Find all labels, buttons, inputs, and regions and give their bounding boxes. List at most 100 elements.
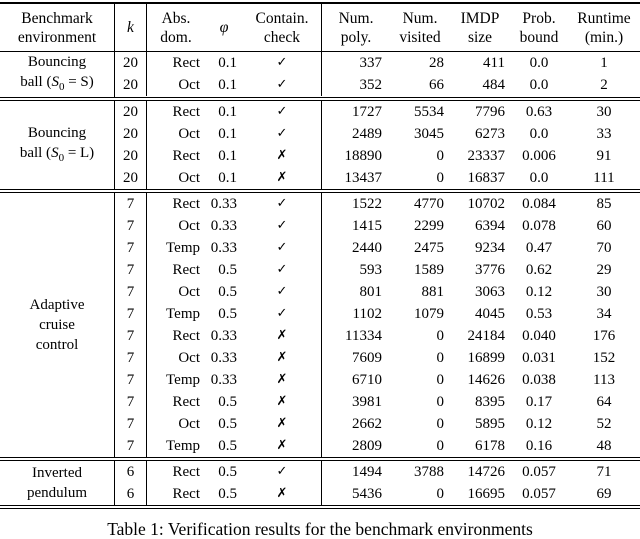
cell-prob: 0.12: [525, 416, 553, 432]
cell-poly: 1102: [352, 306, 382, 322]
env-label: Bouncing ball (S0 = L): [0, 101, 115, 189]
table-row: 7 Temp 0.33 ✗ 6710 0 14626 0.038 113: [115, 369, 640, 391]
check-icon: ✓: [243, 215, 322, 237]
header-prob-bound: Prob. bound: [519, 9, 559, 46]
cell-poly: 1522: [352, 196, 382, 212]
cell-visited: 0: [436, 350, 445, 366]
cell-k: 7: [115, 303, 147, 325]
header-runtime: Runtime (min.): [577, 9, 631, 46]
cell-phi: 0.33: [210, 350, 237, 366]
cell-dom: Rect: [172, 104, 201, 120]
cell-phi: 0.33: [210, 328, 237, 344]
cell-imdp: 16837: [467, 170, 506, 186]
table-row: 7 Oct 0.5 ✓ 801 881 3063 0.12 30: [115, 281, 640, 303]
cell-dom: Rect: [172, 196, 201, 212]
cell-prob: 0.17: [525, 394, 553, 410]
cell-k: 6: [115, 483, 147, 505]
cell-k: 7: [115, 413, 147, 435]
cell-imdp: 14726: [467, 464, 506, 480]
cell-imdp: 484: [482, 77, 506, 93]
check-icon: ✓: [243, 259, 322, 281]
cell-k: 7: [115, 281, 147, 303]
cell-visited: 0: [436, 170, 445, 186]
check-icon: ✓: [243, 101, 322, 123]
cell-visited: 3788: [414, 464, 444, 480]
cell-prob: 0.0: [529, 126, 549, 142]
cross-icon: ✗: [243, 347, 322, 369]
cell-phi: 0.5: [218, 416, 237, 432]
cell-k: 7: [115, 193, 147, 215]
table-row: 20 Rect 0.1 ✓ 337 28 411 0.0 1: [115, 52, 640, 74]
cell-prob: 0.057: [522, 464, 556, 480]
cell-prob: 0.0: [529, 170, 549, 186]
cell-imdp: 411: [483, 55, 505, 71]
header-imdp-size: IMDP size: [460, 9, 500, 46]
cell-dom: Oct: [178, 350, 200, 366]
table-row: 7 Rect 0.33 ✓ 1522 4770 10702 0.084 85: [115, 193, 640, 215]
cell-runtime: 69: [596, 486, 612, 502]
results-table: Benchmark environment k Abs. dom. φ Cont…: [0, 2, 640, 509]
table-row: 7 Temp 0.5 ✗ 2809 0 6178 0.16 48: [115, 435, 640, 457]
cell-dom: Rect: [172, 486, 201, 502]
cell-dom: Rect: [172, 464, 201, 480]
cell-runtime: 71: [596, 464, 612, 480]
cell-dom: Rect: [172, 148, 201, 164]
cell-dom: Oct: [178, 77, 200, 93]
table-row: 7 Temp 0.33 ✓ 2440 2475 9234 0.47 70: [115, 237, 640, 259]
check-icon: ✓: [243, 193, 322, 215]
cell-prob: 0.0: [529, 55, 549, 71]
cell-poly: 1494: [352, 464, 382, 480]
header-num-poly: Num. poly.: [338, 9, 374, 46]
table-row: 7 Oct 0.33 ✗ 7609 0 16899 0.031 152: [115, 347, 640, 369]
cell-runtime: 29: [596, 262, 612, 278]
cell-phi: 0.33: [210, 196, 237, 212]
cell-poly: 5436: [352, 486, 382, 502]
cell-poly: 2809: [352, 438, 382, 454]
cell-visited: 0: [436, 486, 445, 502]
cell-poly: 11334: [345, 328, 382, 344]
cell-prob: 0.040: [522, 328, 556, 344]
cell-poly: 593: [359, 262, 383, 278]
header-num-visited: Num. visited: [399, 9, 441, 46]
cell-visited: 881: [421, 284, 445, 300]
cell-visited: 0: [436, 328, 445, 344]
cross-icon: ✗: [243, 369, 322, 391]
cell-dom: Oct: [178, 416, 200, 432]
cell-poly: 2440: [352, 240, 382, 256]
env-label: Inverted pendulum: [0, 461, 115, 505]
cell-k: 20: [115, 101, 147, 123]
table-row: 20 Rect 0.1 ✓ 1727 5534 7796 0.63 30: [115, 101, 640, 123]
cell-prob: 0.084: [522, 196, 556, 212]
cell-imdp: 9234: [475, 240, 505, 256]
cell-k: 20: [115, 167, 147, 189]
table-row: 20 Oct 0.1 ✓ 352 66 484 0.0 2: [115, 74, 640, 96]
cell-runtime: 30: [596, 284, 612, 300]
cell-k: 20: [115, 74, 147, 96]
cell-visited: 0: [436, 372, 445, 388]
cell-poly: 18890: [344, 148, 383, 164]
cell-imdp: 8395: [475, 394, 505, 410]
cell-dom: Temp: [166, 372, 200, 388]
cell-k: 7: [115, 391, 147, 413]
env-label: Bouncing ball (S0 = S): [0, 52, 115, 97]
cell-visited: 2299: [414, 218, 444, 234]
cell-visited: 0: [436, 438, 445, 454]
cell-runtime: 152: [592, 350, 616, 366]
cell-poly: 1727: [352, 104, 382, 120]
cell-runtime: 176: [592, 328, 616, 344]
cell-prob: 0.078: [522, 218, 556, 234]
cell-prob: 0.006: [522, 148, 556, 164]
table-row: 6 Rect 0.5 ✗ 5436 0 16695 0.057 69: [115, 483, 640, 505]
cell-imdp: 6178: [475, 438, 505, 454]
cross-icon: ✗: [243, 413, 322, 435]
header-benchmark-environment: Benchmark environment: [0, 4, 115, 51]
cell-runtime: 85: [596, 196, 612, 212]
cell-phi: 0.5: [218, 284, 237, 300]
header-abs-dom: Abs. dom.: [160, 9, 192, 46]
table-group: Inverted pendulum 6 Rect 0.5 ✓ 1494 3788 14726 0.…: [0, 457, 640, 505]
cell-prob: 0.62: [525, 262, 553, 278]
cell-phi: 0.1: [218, 55, 237, 71]
cell-dom: Temp: [166, 306, 200, 322]
cell-prob: 0.0: [529, 77, 549, 93]
cell-runtime: 111: [593, 170, 615, 186]
